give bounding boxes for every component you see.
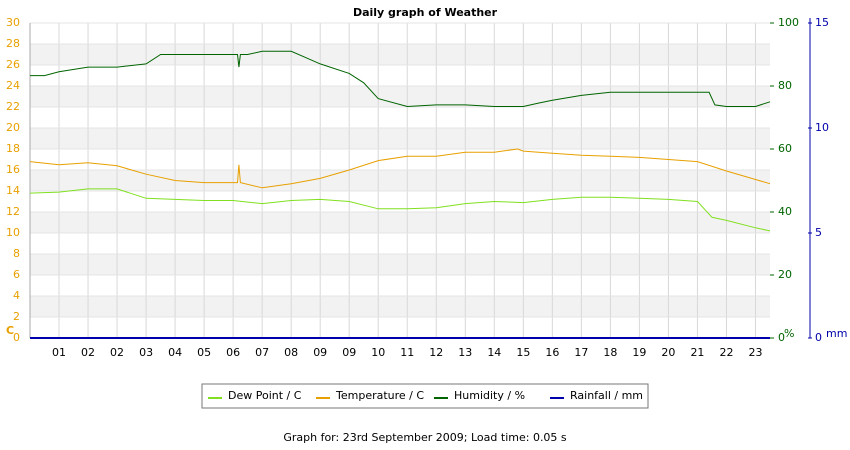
series-line	[29, 148, 771, 189]
x-tick-label: 10	[371, 346, 385, 359]
y-tick-label: 22	[6, 100, 20, 113]
y2-tick-label: 80	[778, 79, 792, 92]
x-tick-label: 03	[139, 346, 153, 359]
x-tick-label: 14	[487, 346, 501, 359]
y3-axis-label: mm	[826, 327, 847, 340]
x-tick-label: 22	[719, 346, 733, 359]
y-tick-label: 20	[6, 121, 20, 134]
x-tick-label: 04	[168, 346, 182, 359]
y-tick-label: 14	[6, 184, 20, 197]
x-tick-label: 02	[110, 346, 124, 359]
chart-title: Daily graph of Weather	[353, 6, 498, 19]
y-tick-label: 8	[13, 247, 20, 260]
y-tick-label: 28	[6, 37, 20, 50]
y-tick-label: 18	[6, 142, 20, 155]
x-tick-label: 05	[197, 346, 211, 359]
x-tick-label: 16	[545, 346, 559, 359]
y3-tick-label: 0	[815, 331, 822, 344]
y-tick-label: 6	[13, 268, 20, 281]
y-tick-label: 30	[6, 16, 20, 29]
x-tick-label: 13	[458, 346, 472, 359]
y-tick-label: 4	[13, 289, 20, 302]
x-tick-label: 09	[313, 346, 327, 359]
y-tick-label: 2	[13, 310, 20, 323]
y2-tick-label: 40	[778, 205, 792, 218]
y-tick-label: 26	[6, 58, 20, 71]
y-axis-label: C	[6, 324, 14, 337]
grid-band	[30, 128, 770, 149]
grid-band	[30, 170, 770, 191]
x-tick-label: 08	[284, 346, 298, 359]
x-tick-label: 19	[632, 346, 646, 359]
x-tick-label: 23	[748, 346, 762, 359]
x-tick-label: 17	[574, 346, 588, 359]
y2-tick-label: 0	[778, 331, 785, 344]
x-tick-label: 06	[226, 346, 240, 359]
y2-axis-label: %	[784, 327, 794, 340]
y2-tick-label: 60	[778, 142, 792, 155]
y-tick-label: 16	[6, 163, 20, 176]
x-tick-label: 18	[603, 346, 617, 359]
legend-label: Temperature / C	[335, 389, 424, 402]
x-tick-label: 02	[81, 346, 95, 359]
y3-tick-label: 15	[815, 16, 829, 29]
x-tick-label: 09	[342, 346, 356, 359]
legend-box	[201, 383, 649, 409]
y3-tick-label: 5	[815, 226, 822, 239]
x-tick-label: 07	[255, 346, 269, 359]
y-tick-label: 12	[6, 205, 20, 218]
grid-band	[30, 212, 770, 233]
x-tick-label: 01	[52, 346, 66, 359]
x-tick-label: 12	[429, 346, 443, 359]
x-tick-label: 21	[690, 346, 704, 359]
legend-label: Rainfall / mm	[570, 389, 643, 402]
x-tick-label: 20	[661, 346, 675, 359]
series-line	[29, 188, 771, 232]
y-tick-label: 0	[13, 331, 20, 344]
y-tick-label: 24	[6, 79, 20, 92]
y3-tick-label: 10	[815, 121, 829, 134]
y-tick-label: 10	[6, 226, 20, 239]
series-line	[30, 50, 771, 108]
grid-band	[30, 86, 770, 107]
grid-band	[30, 254, 770, 275]
grid-band	[30, 296, 770, 317]
grid-band	[30, 44, 770, 65]
legend-label: Humidity / %	[454, 389, 525, 402]
x-tick-label: 11	[400, 346, 414, 359]
legend-label: Dew Point / C	[228, 389, 302, 402]
y2-tick-label: 20	[778, 268, 792, 281]
footer: Graph for: 23rd September 2009; Load tim…	[283, 431, 567, 444]
y2-tick-label: 100	[778, 16, 799, 29]
x-tick-label: 15	[516, 346, 530, 359]
